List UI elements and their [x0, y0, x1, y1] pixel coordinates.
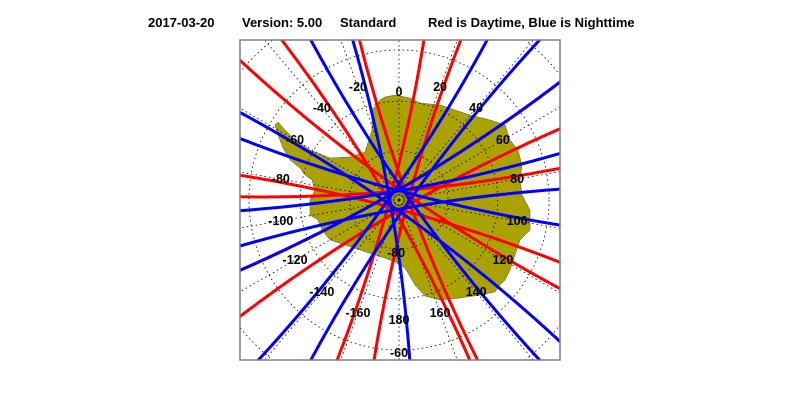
- latitude-circle: [240, 40, 274, 74]
- longitude-label: 140: [466, 285, 487, 299]
- longitude-label: -120: [283, 253, 308, 267]
- longitude-label: 160: [430, 306, 451, 320]
- longitude-label: 100: [507, 214, 528, 228]
- meridian-line: [403, 202, 560, 294]
- mode-label: Standard: [340, 15, 397, 30]
- longitude-label: 60: [496, 133, 510, 147]
- meridian-line: [264, 40, 397, 197]
- grid-labels: 0 20 40 60 80 100 120 140 160 180 -160 -140 -120 -100…: [268, 80, 527, 360]
- latitude-label: -60: [390, 346, 408, 360]
- version-label: Version: 5.00: [242, 15, 323, 30]
- meridian-line: [264, 203, 397, 360]
- south-pole-marker: [397, 198, 401, 202]
- longitude-label: -60: [286, 133, 304, 147]
- meridian-line: [403, 106, 560, 198]
- longitude-label: -40: [313, 101, 331, 115]
- longitude-label: -100: [268, 214, 293, 228]
- meridian-line: [240, 171, 395, 200]
- longitude-label: 180: [389, 313, 410, 327]
- meridian-line: [240, 107, 395, 198]
- nighttime-track: [240, 80, 560, 272]
- latitude-circle: [299, 100, 499, 300]
- date-label: 2017-03-20: [148, 15, 215, 30]
- orbit-tracks: [240, 40, 560, 360]
- latitude-label: -80: [387, 246, 405, 260]
- map-frame: [239, 39, 561, 361]
- longitude-label: 120: [492, 253, 513, 267]
- nighttime-track: [256, 40, 489, 360]
- nighttime-track: [240, 110, 560, 343]
- meridian-line: [400, 204, 458, 360]
- nighttime-track: [309, 40, 542, 360]
- longitude-label: -140: [309, 285, 334, 299]
- meridian-line: [401, 203, 534, 360]
- longitude-label: 40: [469, 101, 483, 115]
- meridian-line: [240, 202, 395, 293]
- longitude-label: 80: [510, 172, 524, 186]
- nighttime-track: [240, 151, 560, 213]
- latitude-circle: [393, 194, 405, 206]
- longitude-label: -20: [349, 80, 367, 94]
- longitude-label: -160: [345, 306, 370, 320]
- longitude-label: 0: [396, 85, 403, 99]
- longitude-label: -80: [272, 172, 290, 186]
- meridian-line: [401, 40, 534, 197]
- longitude-label: 20: [433, 80, 447, 94]
- meridian-line: [240, 200, 395, 229]
- legend-text: Red is Daytime, Blue is Nighttime: [428, 15, 635, 30]
